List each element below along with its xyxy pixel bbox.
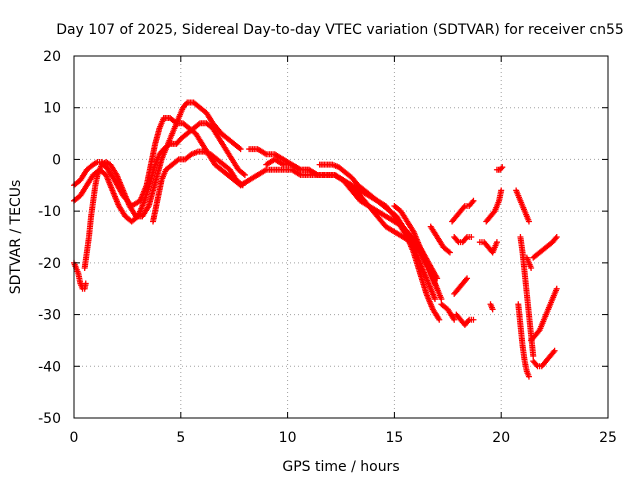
y-tick-label: -30 — [38, 308, 61, 324]
series-arc-18 — [483, 187, 505, 225]
data-point — [535, 328, 542, 335]
data-point — [438, 296, 445, 303]
y-tick-label: -50 — [38, 411, 61, 427]
data-point — [498, 187, 505, 194]
series-arc-25 — [528, 285, 560, 344]
series-arc-4 — [71, 120, 248, 225]
data-point — [237, 146, 244, 153]
series-arc-21 — [513, 187, 532, 225]
grid — [74, 56, 608, 418]
series-arc-15 — [451, 275, 471, 297]
series-arc-5 — [150, 148, 246, 225]
data-point — [462, 276, 469, 283]
data-point — [183, 100, 190, 107]
data-point — [493, 239, 500, 246]
data-point — [236, 145, 243, 152]
data-point — [82, 280, 89, 287]
x-tick-label: 10 — [279, 430, 297, 446]
y-tick-label: -10 — [38, 204, 61, 220]
series-arc-9 — [316, 161, 438, 303]
data-point — [551, 347, 558, 354]
series-arc-14 — [451, 234, 475, 246]
data-point — [174, 157, 181, 164]
data-point — [451, 316, 458, 323]
data-point — [553, 234, 560, 240]
series-arc-22 — [517, 234, 537, 359]
data-point — [241, 171, 248, 178]
x-tick-label: 0 — [70, 430, 79, 446]
y-tick-label: 0 — [52, 152, 61, 168]
data-point — [195, 121, 202, 128]
data-point — [454, 237, 461, 244]
data-point — [468, 234, 475, 240]
series-arc-26 — [530, 234, 560, 261]
y-tick-label: -40 — [38, 359, 61, 375]
series-arc-11 — [427, 223, 453, 256]
data-point — [465, 318, 472, 325]
data-point — [446, 249, 453, 256]
chart-title: Day 107 of 2025, Sidereal Day-to-day VTE… — [56, 22, 624, 38]
y-tick-label: 10 — [43, 101, 61, 117]
data-point — [525, 218, 532, 225]
series-arc-20 — [493, 164, 506, 173]
data-point — [470, 197, 477, 204]
data-point — [489, 306, 496, 313]
y-axis: -50 -40 -30 -20 -10 0 10 20 — [38, 49, 608, 427]
data-point — [490, 209, 497, 216]
series-arc-24 — [530, 347, 558, 370]
x-tick-label: 25 — [599, 430, 617, 446]
series-arc-1 — [71, 259, 89, 292]
x-tick-label: 5 — [176, 430, 185, 446]
data-point — [530, 352, 537, 359]
series-arc-23 — [515, 301, 532, 380]
data-point — [533, 361, 540, 368]
data-marks — [71, 99, 560, 380]
data-point — [172, 119, 179, 126]
series-arc-7 — [246, 146, 441, 282]
series-arc-16 — [453, 311, 477, 328]
plot-frame — [73, 55, 609, 419]
x-tick-label: 20 — [492, 430, 510, 446]
x-axis: 0 5 10 15 20 25 — [70, 56, 617, 446]
series-arc-17 — [476, 239, 500, 256]
data-point — [240, 170, 247, 177]
data-point — [528, 265, 535, 272]
data-point — [552, 235, 559, 242]
x-axis-label: GPS time / hours — [282, 459, 399, 475]
data-point — [462, 235, 469, 242]
data-point — [525, 373, 532, 380]
y-axis-label: SDTVAR / TECUs — [8, 180, 24, 295]
data-point — [165, 141, 172, 148]
data-point — [550, 349, 557, 356]
series-arc-3 — [71, 115, 244, 209]
y-tick-label: 20 — [43, 49, 61, 65]
data-point — [436, 316, 443, 323]
series-arc-13 — [449, 197, 477, 225]
data-point — [498, 165, 505, 172]
series-arc-10 — [391, 202, 445, 303]
data-point — [445, 248, 452, 255]
data-point — [431, 296, 438, 303]
series-arc-12 — [438, 301, 458, 323]
y-tick-label: -20 — [38, 256, 61, 272]
data-point — [464, 275, 471, 282]
data-point — [469, 199, 476, 206]
series-arc-19 — [487, 301, 496, 313]
data-point — [553, 285, 560, 292]
data-point — [499, 164, 506, 171]
data-point — [460, 204, 467, 211]
x-tick-label: 15 — [385, 430, 403, 446]
data-point — [470, 316, 477, 323]
series-arc-27 — [523, 254, 535, 272]
